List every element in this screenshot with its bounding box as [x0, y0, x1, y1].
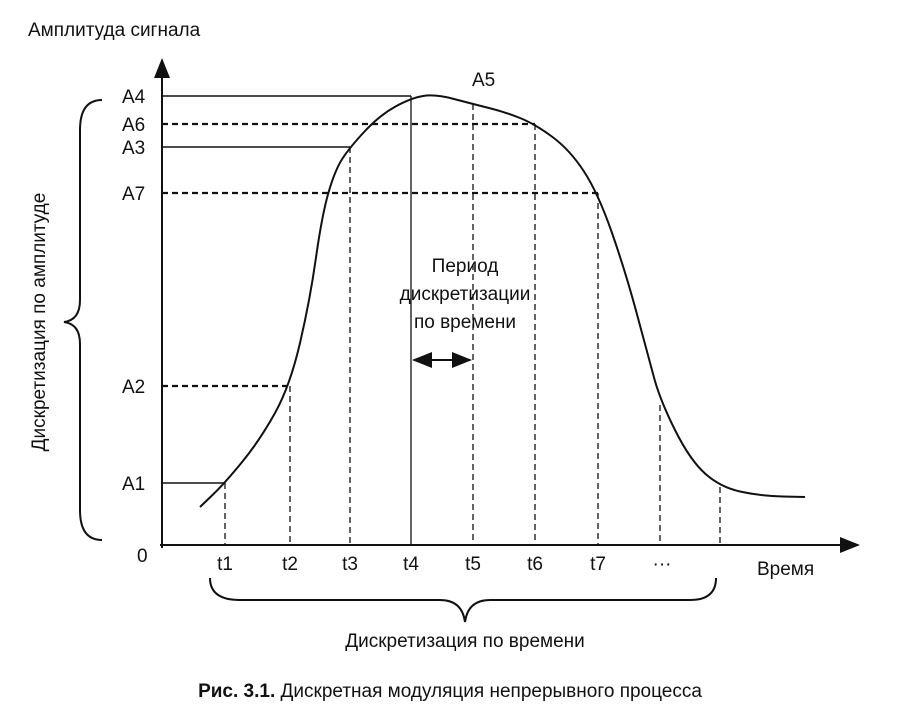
time-label: t7: [590, 554, 606, 575]
period-label-line3: по времени: [414, 312, 516, 333]
amplitude-label: A3: [122, 138, 145, 159]
peak-label: A5: [472, 70, 495, 91]
x-axis-title: Время: [757, 559, 814, 580]
amplitude-label: A1: [122, 474, 145, 495]
period-label-line2: дискретизации: [400, 284, 531, 305]
amplitude-label: A2: [122, 377, 145, 398]
time-labels: t1 t2 t3 t4 t5 t6 t7 ···: [217, 554, 671, 575]
origin-label: 0: [137, 546, 148, 567]
amplitude-label: A4: [122, 87, 146, 108]
time-sampling-label: Дискретизация по времени: [345, 631, 585, 652]
amplitude-sampling-label: Дискретизация по амплитуде: [29, 193, 50, 452]
time-label: t3: [342, 554, 358, 575]
time-label: t5: [465, 554, 481, 575]
time-label: t6: [527, 554, 543, 575]
time-label: t2: [282, 554, 298, 575]
caption: Рис. 3.1. Дискретная модуляция непрерывн…: [198, 681, 702, 702]
signal-curve: [199, 94, 806, 508]
sampling-guides: [162, 95, 721, 545]
period-label-line1: Период: [432, 256, 499, 277]
y-axis-title: Амплитуда сигнала: [28, 20, 201, 41]
caption-number: Рис. 3.1.: [198, 681, 275, 702]
time-brace: [209, 577, 717, 623]
time-label: ···: [653, 554, 672, 575]
caption-text: Дискретная модуляция непрерывного процес…: [275, 681, 702, 702]
amplitude-brace: [63, 99, 103, 541]
amplitude-label: A7: [122, 184, 145, 205]
time-label: t4: [403, 554, 419, 575]
time-label: t1: [217, 554, 233, 575]
amplitude-label: A6: [122, 115, 145, 136]
